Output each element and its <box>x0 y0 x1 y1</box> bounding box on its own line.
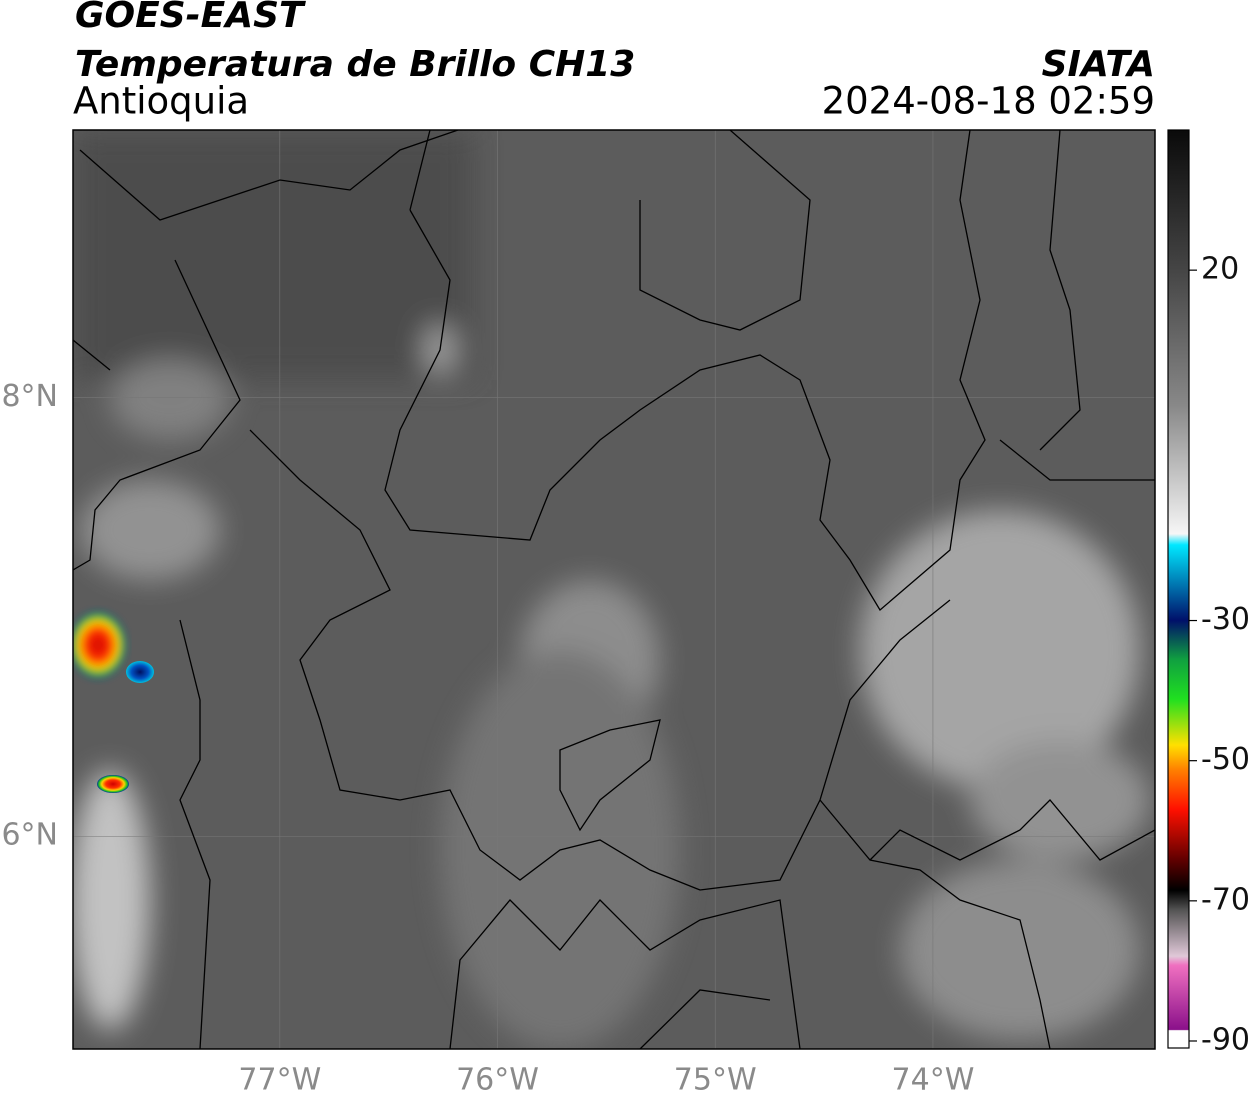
colorbar-tick-label: -70 <box>1201 882 1250 917</box>
colorbar-tick-label: -90 <box>1201 1022 1250 1057</box>
subtitle: Temperatura de Brillo CH13 <box>75 44 635 85</box>
timestamp: 2024-08-18 02:59 <box>822 80 1155 123</box>
y-tick-label: 6°N <box>1 818 58 853</box>
colorbar-tick-label: -30 <box>1201 602 1250 637</box>
colorbar-tick-label: -50 <box>1201 742 1250 777</box>
region: Antioquia <box>73 80 249 123</box>
source: SIATA <box>1042 44 1155 85</box>
x-tick-label: 77°W <box>238 1063 321 1098</box>
grid <box>73 130 1155 1049</box>
x-tick-label: 76°W <box>456 1063 539 1098</box>
y-tick-label: 8°N <box>1 379 58 414</box>
satellite-image <box>73 130 1155 1049</box>
x-tick-label: 75°W <box>674 1063 757 1098</box>
colorbar <box>1167 129 1190 1049</box>
x-tick-label: 74°W <box>892 1063 975 1098</box>
map-frame <box>72 129 1156 1050</box>
title: GOES-EAST <box>75 0 306 36</box>
colorbar-tick-label: 20 <box>1201 252 1239 287</box>
